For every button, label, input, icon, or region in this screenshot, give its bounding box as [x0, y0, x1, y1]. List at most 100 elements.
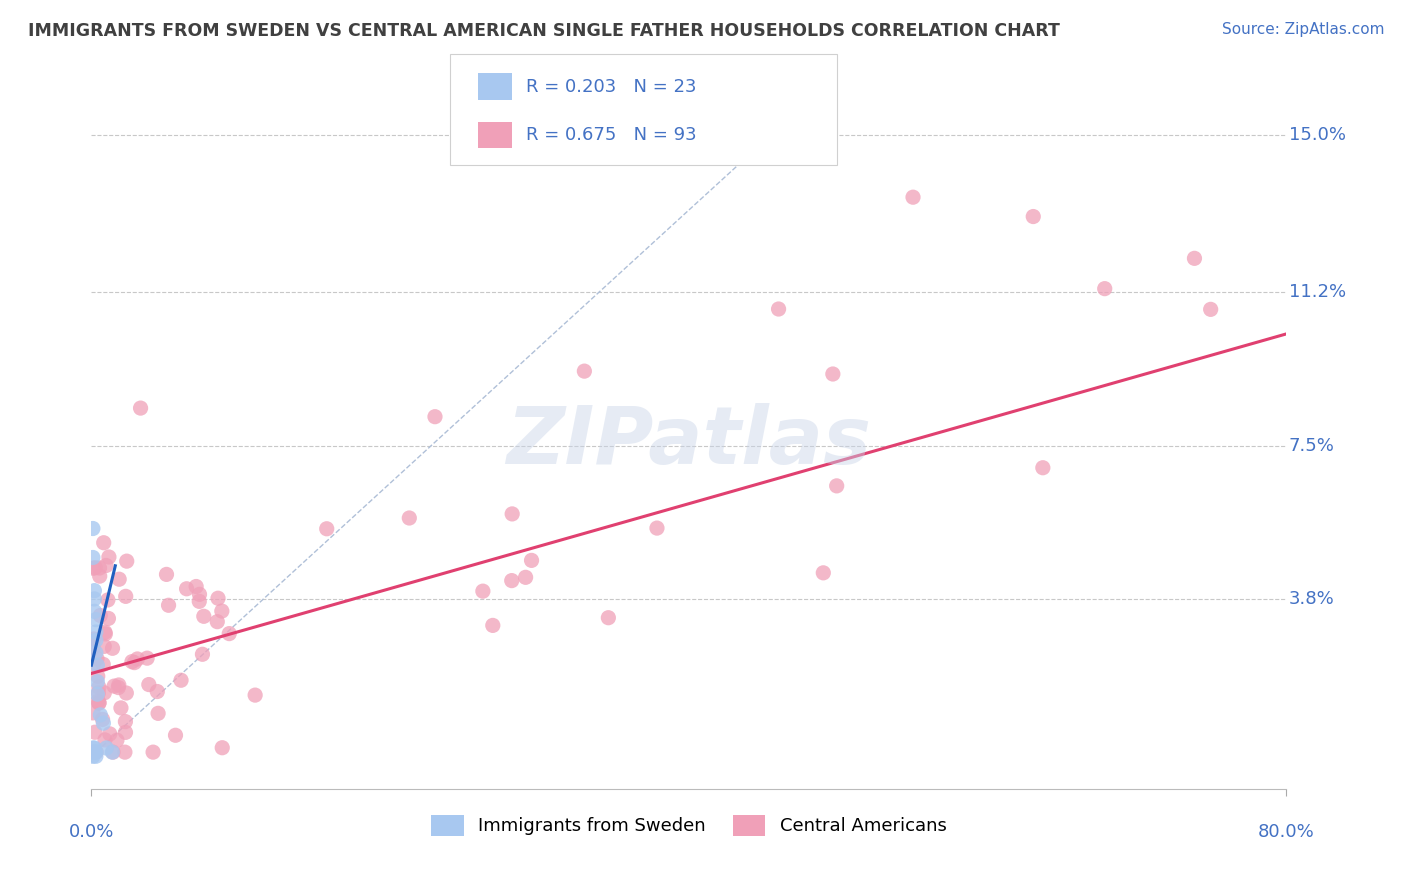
Point	[91, 657, 114, 672]
Point	[83, 745, 105, 759]
Point	[193, 609, 215, 624]
Point	[87, 680, 110, 694]
Point	[207, 591, 229, 606]
Point	[108, 572, 131, 586]
Legend: Immigrants from Sweden, Central Americans: Immigrants from Sweden, Central American…	[425, 808, 953, 843]
Point	[315, 522, 337, 536]
Point	[84, 749, 107, 764]
Point	[82, 706, 104, 720]
Point	[191, 647, 214, 661]
Point	[138, 677, 160, 691]
Point	[481, 618, 503, 632]
Point	[87, 696, 110, 710]
Point	[165, 728, 187, 742]
Point	[82, 550, 104, 565]
Point	[1032, 460, 1054, 475]
Text: IMMIGRANTS FROM SWEDEN VS CENTRAL AMERICAN SINGLE FATHER HOUSEHOLDS CORRELATION : IMMIGRANTS FROM SWEDEN VS CENTRAL AMERIC…	[28, 22, 1060, 40]
Point	[97, 611, 120, 625]
Point	[86, 658, 108, 673]
Point	[207, 615, 229, 629]
Point	[211, 604, 233, 618]
Point	[83, 591, 105, 606]
Point	[901, 190, 924, 204]
Point	[825, 479, 848, 493]
Point	[93, 716, 115, 731]
Point	[89, 569, 111, 583]
Point	[82, 640, 104, 655]
Point	[83, 583, 105, 598]
Point	[1094, 282, 1116, 296]
Point	[188, 594, 211, 608]
Point	[84, 613, 107, 627]
Point	[124, 656, 146, 670]
Point	[94, 627, 117, 641]
Text: 3.8%: 3.8%	[1289, 590, 1334, 608]
Point	[121, 655, 143, 669]
Point	[115, 554, 138, 568]
Point	[82, 741, 104, 756]
Point	[114, 725, 136, 739]
Point	[218, 626, 240, 640]
Point	[114, 590, 136, 604]
Point	[83, 745, 105, 759]
Point	[114, 745, 136, 759]
Point	[97, 549, 120, 564]
Text: R = 0.203   N = 23: R = 0.203 N = 23	[526, 78, 696, 95]
Text: 0.0%: 0.0%	[69, 822, 114, 840]
Point	[114, 714, 136, 729]
Point	[97, 593, 120, 607]
Point	[84, 646, 107, 660]
Point	[423, 409, 446, 424]
Point	[157, 599, 180, 613]
Point	[107, 678, 129, 692]
Point	[91, 713, 114, 727]
Point	[86, 687, 108, 701]
Point	[98, 727, 121, 741]
Point	[101, 745, 124, 759]
Point	[84, 633, 107, 648]
Point	[89, 608, 111, 623]
Point	[94, 558, 117, 573]
Point	[86, 674, 108, 689]
Point	[94, 625, 117, 640]
Point	[115, 686, 138, 700]
Point	[821, 367, 844, 381]
Point	[93, 686, 115, 700]
Point	[82, 745, 104, 759]
Point	[93, 535, 115, 549]
Point	[83, 741, 105, 756]
Point	[146, 684, 169, 698]
Text: ZIPatlas: ZIPatlas	[506, 402, 872, 481]
Point	[127, 652, 149, 666]
Point	[1199, 302, 1222, 317]
Point	[107, 681, 129, 695]
Point	[142, 745, 165, 759]
Point	[768, 301, 790, 316]
Point	[84, 745, 107, 759]
Point	[155, 567, 177, 582]
Text: R = 0.675   N = 93: R = 0.675 N = 93	[526, 126, 696, 144]
Point	[110, 701, 132, 715]
Text: 7.5%: 7.5%	[1289, 437, 1334, 455]
Point	[84, 560, 107, 574]
Point	[645, 521, 668, 535]
Point	[186, 580, 208, 594]
Point	[520, 553, 543, 567]
Point	[813, 566, 835, 580]
Point	[170, 673, 193, 688]
Point	[1184, 252, 1206, 266]
Point	[83, 725, 105, 739]
Point	[574, 364, 596, 378]
Point	[84, 745, 107, 759]
Point	[89, 561, 111, 575]
Point	[83, 632, 105, 646]
Point	[87, 686, 110, 700]
Point	[87, 696, 110, 710]
Point	[103, 679, 125, 693]
Point	[129, 401, 152, 416]
Point	[501, 574, 523, 588]
Point	[101, 641, 124, 656]
Point	[1022, 210, 1045, 224]
Point	[82, 521, 104, 535]
Point	[136, 651, 159, 665]
